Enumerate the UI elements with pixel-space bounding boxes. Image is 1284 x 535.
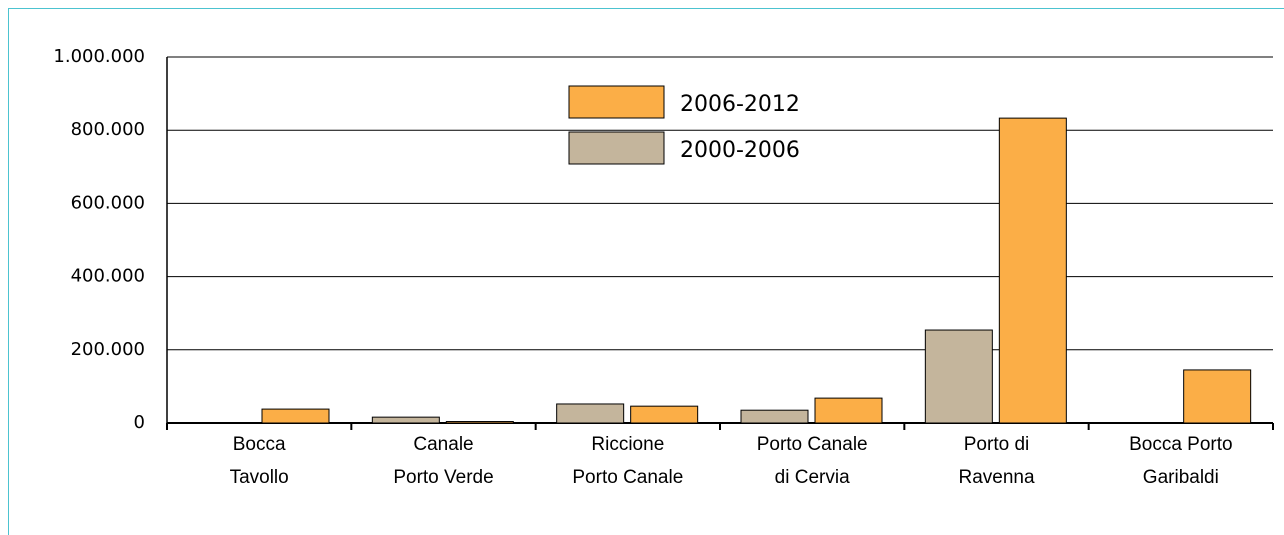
bar <box>1183 369 1252 424</box>
bar <box>924 329 993 424</box>
y-tick-label: 200.000 <box>71 339 145 360</box>
y-tick-label: 1.000.000 <box>53 46 145 67</box>
bar <box>998 117 1067 424</box>
legend-swatch <box>568 131 665 165</box>
x-tick-label: Porto Canale di Cervia <box>757 434 868 488</box>
legend-swatch <box>568 85 665 119</box>
bar <box>556 403 625 424</box>
legend-label: 2006-2012 <box>680 92 800 117</box>
x-tick-label: Bocca Tavollo <box>230 434 289 488</box>
legend-label: 2000-2006 <box>680 138 800 163</box>
x-tick-label: Bocca Porto Garibaldi <box>1129 434 1233 488</box>
y-tick-label: 0 <box>134 412 145 433</box>
bar <box>261 408 330 424</box>
y-tick-label: 400.000 <box>71 266 145 287</box>
y-tick-label: 600.000 <box>71 192 145 213</box>
x-tick-label: Riccione Porto Canale <box>572 434 683 488</box>
bar <box>630 405 699 424</box>
x-tick-label: Canale Porto Verde <box>393 434 493 488</box>
bar <box>371 416 440 424</box>
bar <box>740 409 809 424</box>
bar <box>445 421 514 424</box>
y-tick-label: 800.000 <box>71 119 145 140</box>
bar <box>814 397 883 424</box>
x-tick-label: Porto di Ravenna <box>958 434 1034 488</box>
